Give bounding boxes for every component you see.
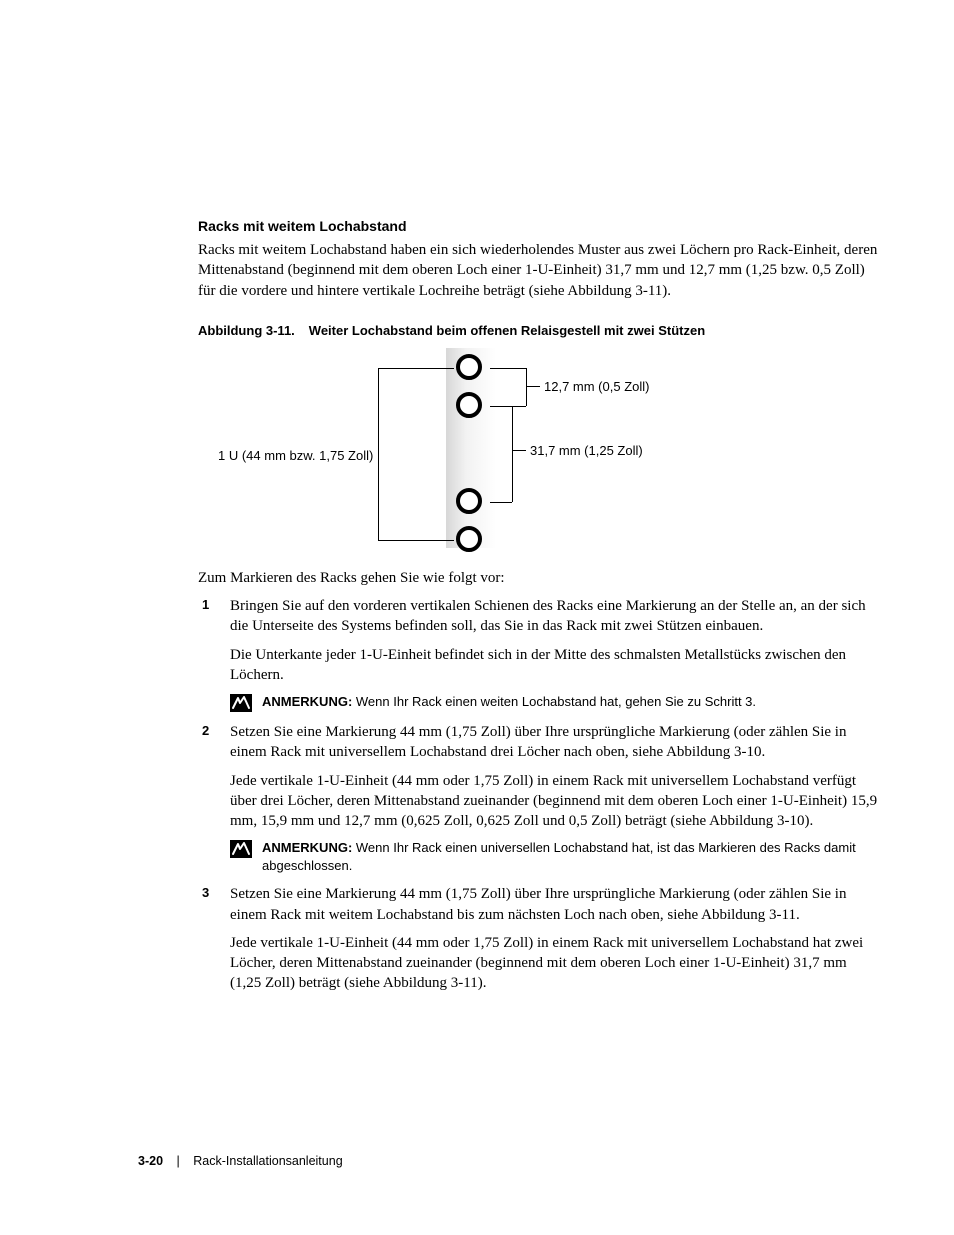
dim-line: [378, 368, 379, 540]
page-number: 3-20: [138, 1154, 163, 1168]
dim-line: [512, 450, 526, 451]
note-icon: [230, 694, 252, 712]
footer-title: Rack-Installationsanleitung: [193, 1154, 342, 1168]
step-paragraph: Setzen Sie eine Markierung 44 mm (1,75 Z…: [230, 722, 878, 763]
dim-line: [490, 406, 512, 407]
step-number: 2: [202, 723, 209, 738]
rack-hole: [456, 526, 482, 552]
note-label: ANMERKUNG:: [262, 840, 352, 855]
callout-top-right: 12,7 mm (0,5 Zoll): [544, 379, 649, 394]
rack-hole: [456, 488, 482, 514]
page-content: Racks mit weitem Lochabstand Racks mit w…: [198, 218, 878, 1004]
note-body: Wenn Ihr Rack einen universellen Lochabs…: [262, 840, 856, 873]
dim-line: [378, 368, 454, 369]
dim-line: [490, 368, 526, 369]
note-label: ANMERKUNG:: [262, 694, 352, 709]
note-icon: [230, 840, 252, 858]
step-paragraph: Die Unterkante jeder 1-U-Einheit befinde…: [230, 645, 878, 686]
page-footer: 3-20 | Rack-Installationsanleitung: [138, 1154, 343, 1168]
note-block: ANMERKUNG: Wenn Ihr Rack einen universel…: [230, 839, 878, 874]
section-heading: Racks mit weitem Lochabstand: [198, 218, 878, 234]
rack-hole: [456, 392, 482, 418]
figure-caption-text: Weiter Lochabstand beim offenen Relaisge…: [309, 323, 705, 338]
dim-line: [512, 406, 513, 502]
rack-hole: [456, 354, 482, 380]
dim-line: [526, 368, 527, 406]
figure-caption: Abbildung 3-11. Weiter Lochabstand beim o…: [198, 323, 878, 338]
step-item: 2 Setzen Sie eine Markierung 44 mm (1,75…: [198, 722, 878, 874]
note-block: ANMERKUNG: Wenn Ihr Rack einen weiten Lo…: [230, 693, 878, 712]
figure-diagram: 1 U (44 mm bzw. 1,75 Zoll) 12,7 mm (0,5 …: [198, 348, 878, 558]
callout-left: 1 U (44 mm bzw. 1,75 Zoll): [218, 448, 373, 463]
step-item: 3 Setzen Sie eine Markierung 44 mm (1,75…: [198, 884, 878, 993]
step-paragraph: Jede vertikale 1-U-Einheit (44 mm oder 1…: [230, 933, 878, 994]
footer-separator: |: [177, 1154, 180, 1168]
step-number: 1: [202, 597, 209, 612]
intro-paragraph: Racks mit weitem Lochabstand haben ein s…: [198, 240, 878, 301]
note-text: ANMERKUNG: Wenn Ihr Rack einen weiten Lo…: [262, 693, 756, 711]
figure-caption-label: Abbildung 3-11.: [198, 323, 295, 338]
step-paragraph: Jede vertikale 1-U-Einheit (44 mm oder 1…: [230, 771, 878, 832]
step-paragraph: Setzen Sie eine Markierung 44 mm (1,75 Z…: [230, 884, 878, 925]
steps-list: 1 Bringen Sie auf den vorderen vertikale…: [198, 596, 878, 994]
dim-line: [378, 540, 454, 541]
step-number: 3: [202, 885, 209, 900]
callout-mid-right: 31,7 mm (1,25 Zoll): [530, 443, 643, 458]
note-body: Wenn Ihr Rack einen weiten Lochabstand h…: [352, 694, 756, 709]
dim-line: [526, 386, 540, 387]
step-item: 1 Bringen Sie auf den vorderen vertikale…: [198, 596, 878, 712]
dim-line: [490, 502, 512, 503]
step-paragraph: Bringen Sie auf den vorderen vertikalen …: [230, 596, 878, 637]
note-text: ANMERKUNG: Wenn Ihr Rack einen universel…: [262, 839, 878, 874]
after-figure-paragraph: Zum Markieren des Racks gehen Sie wie fo…: [198, 568, 878, 588]
